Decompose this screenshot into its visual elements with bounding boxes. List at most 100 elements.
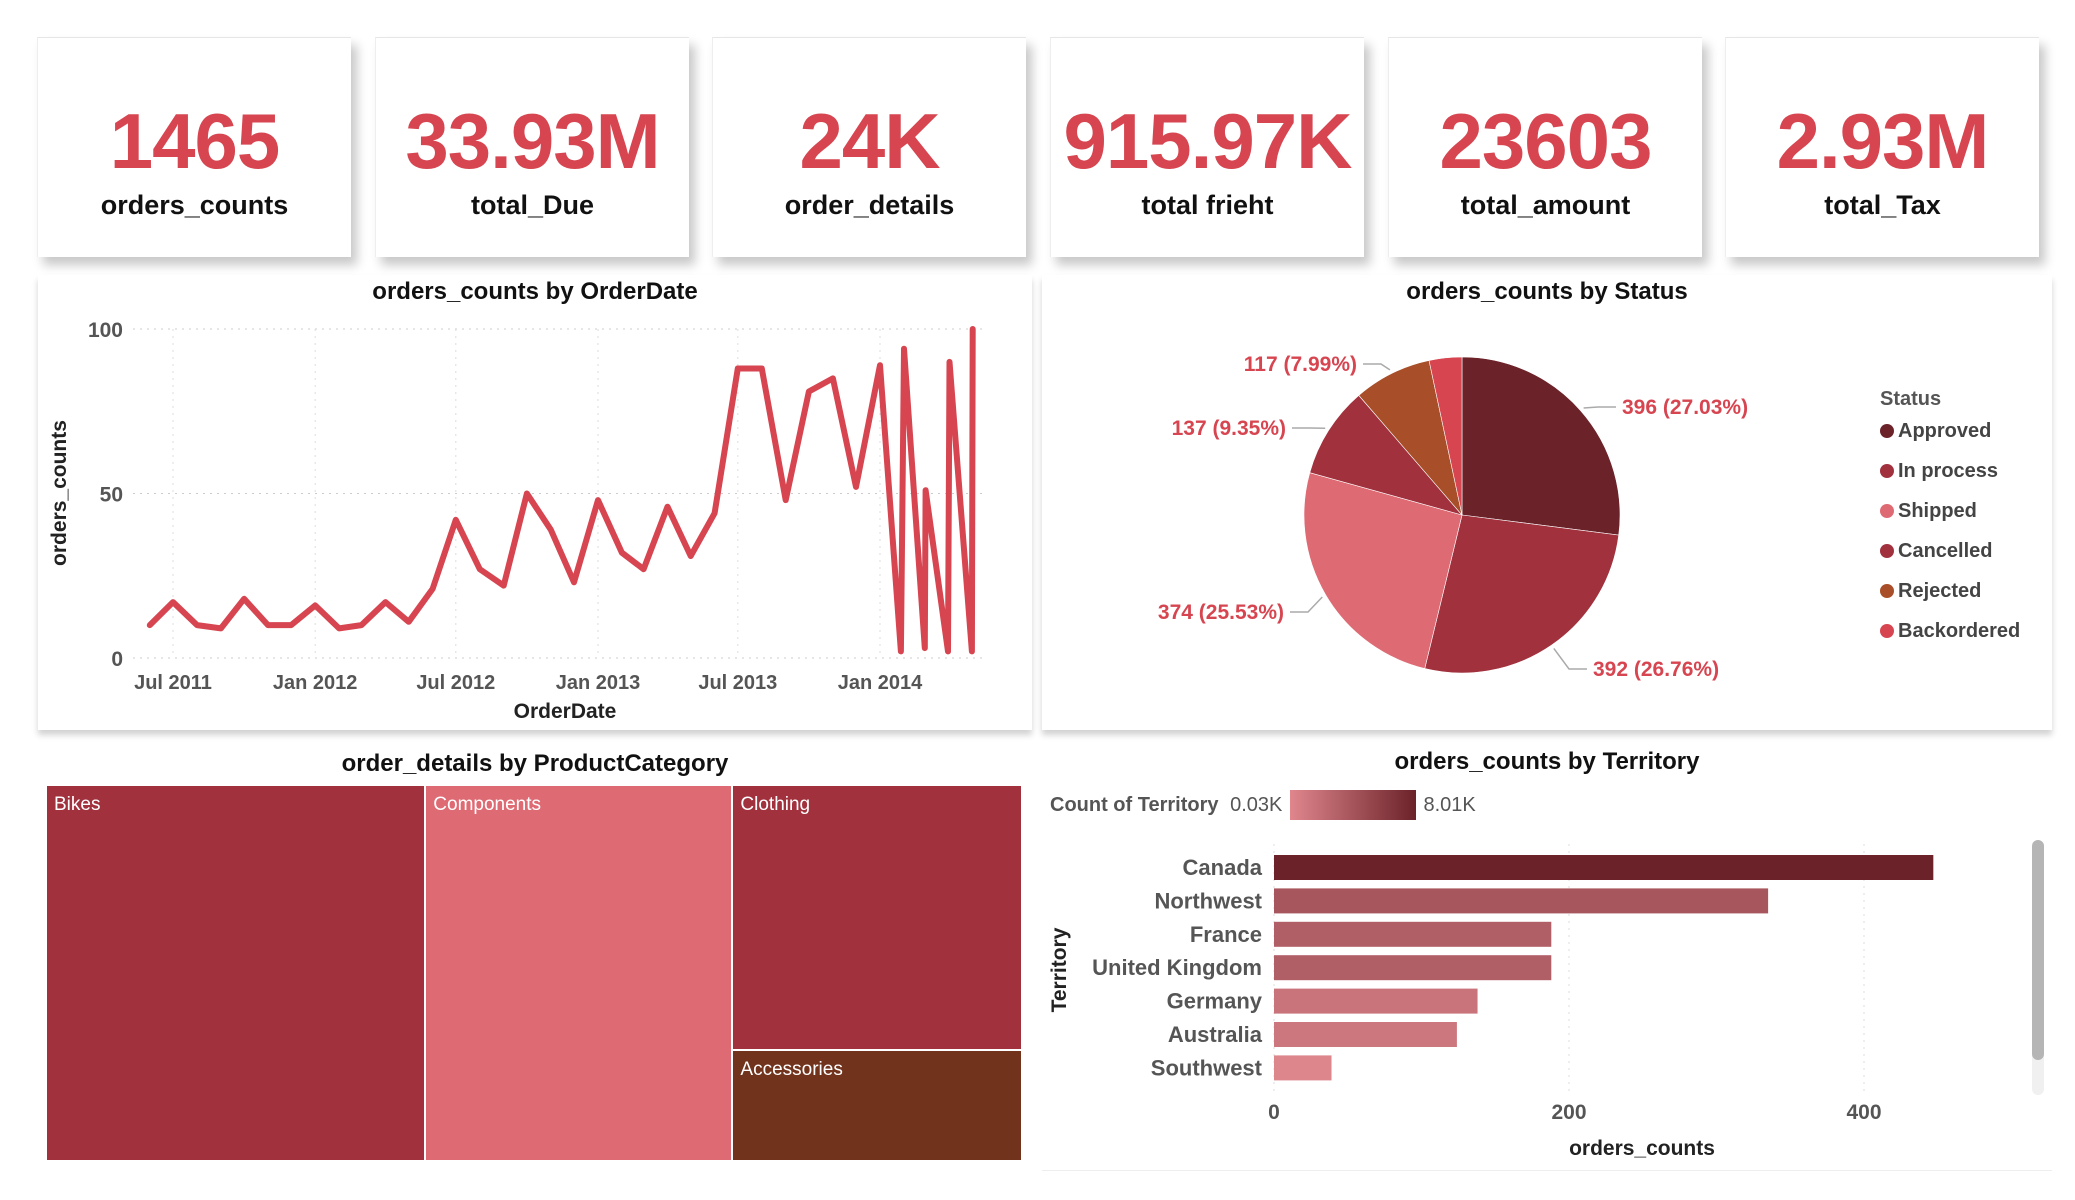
bar [1274,955,1552,981]
kpi-card-total-amount: 23603 total_amount [1388,37,1702,257]
y-tick-label: Southwest [1151,1055,1263,1080]
data-label: 137 (9.35%) [1172,417,1286,440]
treemap-tile-accessories[interactable]: Accessories [732,1049,1022,1161]
y-tick-label: Northwest [1154,888,1262,913]
pie-slice-shipped [1303,472,1463,669]
data-label: 392 (26.76%) [1593,658,1719,681]
kpi-value: 23603 [1439,97,1653,185]
legend-marker-icon [1880,504,1894,518]
y-tick-label: 100 [88,319,123,342]
y-tick-label: 0 [111,648,123,671]
tile-label: Bikes [54,794,101,815]
tile-label: Components [433,794,542,815]
kpi-label: orders_counts [100,190,289,220]
bar [1274,888,1769,914]
legend-label: Approved [1898,420,1992,442]
kpi-label: total frieht [1141,190,1274,220]
bar [1274,1055,1332,1081]
chart-title: orders_counts by OrderDate [372,278,698,305]
x-axis-title: OrderDate [514,700,617,723]
bar [1274,1022,1457,1047]
pie-chart: 396 (27.03%) 392 (26.76%) 374 (25.53%) 137 … [1158,353,1748,681]
kpi-label: total_Due [470,190,595,220]
y-tick-label: Canada [1183,855,1263,880]
legend-label: Cancelled [1898,540,1993,562]
tile-label: Clothing [740,794,811,815]
pie-slice-in-process [1424,514,1620,674]
bar [1274,855,1934,880]
kpi-value: 33.93M [405,97,660,185]
color-legend: Count of Territory 0.03K 8.01K [1050,790,1476,820]
bar-chart-panel[interactable]: orders_counts by Territory Count of Terr… [1042,745,2052,1171]
series-line [146,326,976,655]
data-label: 396 (27.03%) [1622,396,1748,419]
color-legend-max: 8.01K [1423,794,1476,816]
x-tick-label: Jul 2011 [134,672,212,694]
y-tick-label: France [1190,922,1262,947]
bar [1274,988,1478,1014]
leader-line [1553,648,1587,670]
leader-line [1583,406,1616,409]
pie-slice-cancelled [1309,394,1463,516]
color-legend-min: 0.03K [1230,794,1283,816]
legend-item[interactable]: Approved [1880,420,1991,443]
line-chart-panel[interactable]: orders_counts by OrderDate 0 50 100 Jul 201… [38,275,1032,730]
bar [1274,921,1552,947]
legend-item[interactable]: Shipped [1880,500,1977,523]
kpi-label: total_Tax [1824,190,1941,220]
legend-marker-icon [1880,424,1894,438]
kpi-card-total-due: 33.93M total_Due [375,37,689,257]
legend-title: Status [1880,388,1942,410]
legend-item[interactable]: Cancelled [1880,540,1992,563]
y-tick-label: Australia [1168,1022,1263,1047]
chart-title: order_details by ProductCategory [341,750,729,777]
legend-item[interactable]: In process [1880,460,1998,483]
scrollbar-thumb[interactable] [2032,840,2044,1060]
kpi-card-order-details: 24K order_details [712,37,1026,257]
x-axis-title: orders_counts [1569,1137,1715,1160]
color-gradient-scale [1289,790,1416,820]
x-tick-label: 400 [1846,1101,1881,1124]
y-tick-label: 50 [100,484,123,507]
treemap-tile-components[interactable]: Components [425,785,733,1161]
data-label: 117 (7.99%) [1244,353,1357,376]
legend-marker-icon [1880,464,1894,478]
x-tick-label: 0 [1268,1101,1280,1124]
pie-legend: Status Approved In process Shipped Cancelle… [1880,388,2020,642]
legend-marker-icon [1880,584,1894,598]
y-tick-label: Germany [1167,989,1263,1014]
legend-item[interactable]: Backordered [1880,620,2020,643]
kpi-value: 24K [799,97,940,185]
legend-marker-icon [1880,544,1894,558]
treemap-tile-bikes[interactable]: Bikes [46,785,426,1161]
legend-marker-icon [1880,624,1894,638]
y-tick-label: United Kingdom [1092,955,1262,980]
leader-line [1290,596,1323,613]
treemap-panel[interactable]: order_details by ProductCategory Bikes Co… [38,745,1032,1165]
tile-label: Accessories [740,1058,843,1080]
x-tick-label: Jan 2014 [838,672,923,694]
color-legend-label: Count of Territory [1050,794,1219,816]
x-tick-label: Jul 2012 [416,672,495,694]
data-label: 374 (25.53%) [1158,601,1284,624]
x-tick-label: Jan 2013 [556,672,641,694]
kpi-value: 2.93M [1776,97,1990,185]
legend-label: Backordered [1898,620,2021,642]
scrollbar-track[interactable] [2032,840,2044,1095]
kpi-label: total_amount [1460,190,1631,220]
treemap: Bikes Components Clothing Accessories [46,785,1022,1161]
kpi-value: 915.97K [1063,97,1353,185]
x-tick-label: Jan 2012 [273,672,358,694]
pie-chart-panel[interactable]: orders_counts by Status 396 (27.03%) 392 … [1042,275,2052,730]
legend-item[interactable]: Rejected [1880,580,1981,603]
pie-slice-approved [1461,356,1621,536]
pie-slice-backordered [1428,356,1463,516]
leader-line [1363,363,1391,371]
legend-label: Rejected [1898,580,1982,602]
bar-chart: 0 200 400 Canada Northwest France United Kingd… [1048,844,1934,1160]
kpi-card-orders-counts: 1465 orders_counts [37,37,351,257]
chart-title: orders_counts by Status [1406,278,1688,305]
y-axis-title: Territory [1048,927,1071,1012]
treemap-tile-clothing[interactable]: Clothing [732,785,1022,1050]
x-tick-label: Jul 2013 [698,672,777,694]
